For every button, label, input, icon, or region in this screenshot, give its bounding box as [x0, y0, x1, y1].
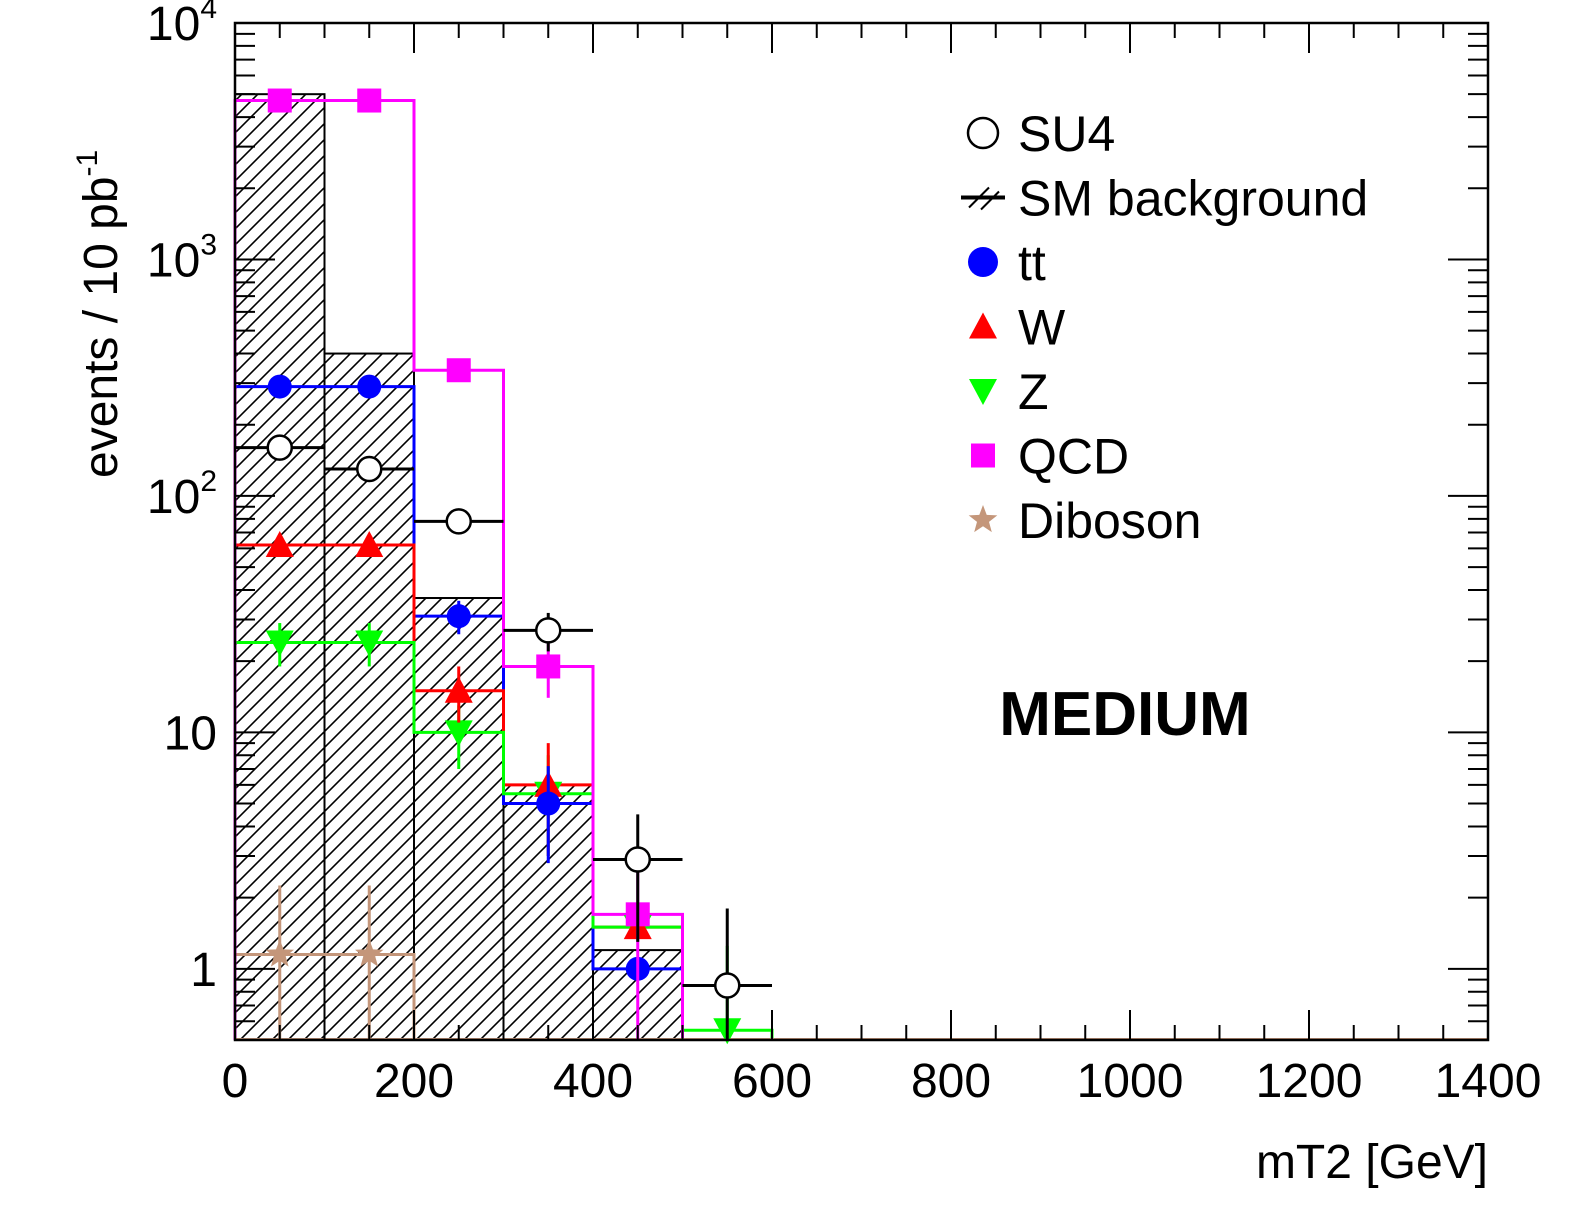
point-tt — [446, 604, 471, 629]
y-tick-label: 103 — [147, 228, 217, 287]
point-su4 — [714, 972, 741, 999]
x-tick-label: 800 — [911, 1055, 991, 1108]
y-axis-label-sup: -1 — [71, 150, 104, 177]
point-qcd — [446, 358, 471, 383]
legend-marker-su4 — [966, 116, 1000, 150]
legend-label-sm-background: SM background — [1018, 171, 1368, 227]
point-diboson — [355, 939, 384, 967]
data-points — [235, 88, 772, 1045]
legend-label-diboson: Diboson — [1018, 493, 1201, 549]
y-tick-label-base: 10 — [147, 0, 200, 51]
y-tick-label-base: 10 — [147, 234, 200, 287]
x-tick-label: 1000 — [1077, 1055, 1184, 1108]
point-qcd — [267, 88, 292, 113]
point-su4 — [535, 617, 562, 644]
legend-label-tt: tt — [1018, 235, 1046, 291]
y-axis-label: events / 10 pb-1 — [71, 150, 128, 478]
legend-marker-tt — [968, 247, 998, 277]
point-su4 — [266, 434, 293, 461]
y-tick-label-base: 10 — [164, 707, 217, 760]
y-tick-label-exp: 4 — [200, 0, 217, 25]
series-line-qcd — [233, 99, 684, 1040]
point-tt — [357, 374, 382, 399]
y-tick-label-exp: 3 — [200, 228, 217, 261]
legend-label-qcd: QCD — [1018, 429, 1129, 485]
point-qcd — [357, 88, 382, 113]
x-tick-label: 600 — [732, 1055, 812, 1108]
sm-background-histogram — [234, 93, 684, 1042]
point-z — [265, 630, 294, 657]
legend-marker-z — [969, 379, 997, 405]
y-tick-label-exp: 2 — [200, 465, 217, 498]
legend: SU4 SM background tt WZ QCD Diboson — [961, 106, 1368, 549]
point-diboson — [265, 939, 294, 967]
legend-label-su4: SU4 — [1018, 106, 1115, 162]
y-tick-label-base: 1 — [190, 944, 217, 997]
y-tick-label-base: 10 — [147, 471, 200, 524]
sm-background-bar — [413, 597, 505, 1042]
x-tick-label: 1200 — [1256, 1055, 1363, 1108]
x-tick-label: 1400 — [1435, 1055, 1542, 1108]
legend-label-z: Z — [1018, 364, 1049, 420]
annotation-medium: MEDIUM — [999, 680, 1250, 749]
legend-hatch-sm-background — [980, 190, 1000, 211]
x-tick-label: 0 — [222, 1055, 249, 1108]
x-tick-label: 400 — [553, 1055, 633, 1108]
x-axis-label: mT2 [GeV] — [1256, 1136, 1488, 1189]
point-z — [355, 630, 384, 657]
point-z — [444, 720, 473, 747]
point-w — [444, 676, 473, 703]
point-w — [355, 531, 384, 557]
legend-marker-qcd — [971, 443, 995, 468]
point-su4 — [445, 508, 472, 535]
legend-hatch-sm-background — [968, 186, 990, 209]
point-tt — [267, 374, 292, 399]
point-su4 — [356, 455, 383, 483]
point-tt — [536, 791, 561, 816]
x-tick-label: 200 — [374, 1055, 454, 1108]
y-tick-label: 102 — [147, 465, 217, 524]
legend-label-w: W — [1018, 300, 1066, 356]
point-su4 — [624, 846, 651, 873]
y-tick-label: 104 — [147, 0, 217, 51]
y-axis-label-main: events / 10 pb — [75, 176, 128, 478]
legend-marker-w — [969, 312, 997, 339]
y-tick-label: 1 — [190, 944, 217, 997]
y-tick-label: 10 — [164, 707, 217, 760]
point-w — [265, 531, 294, 557]
point-qcd — [536, 654, 561, 679]
legend-marker-diboson — [968, 505, 998, 533]
